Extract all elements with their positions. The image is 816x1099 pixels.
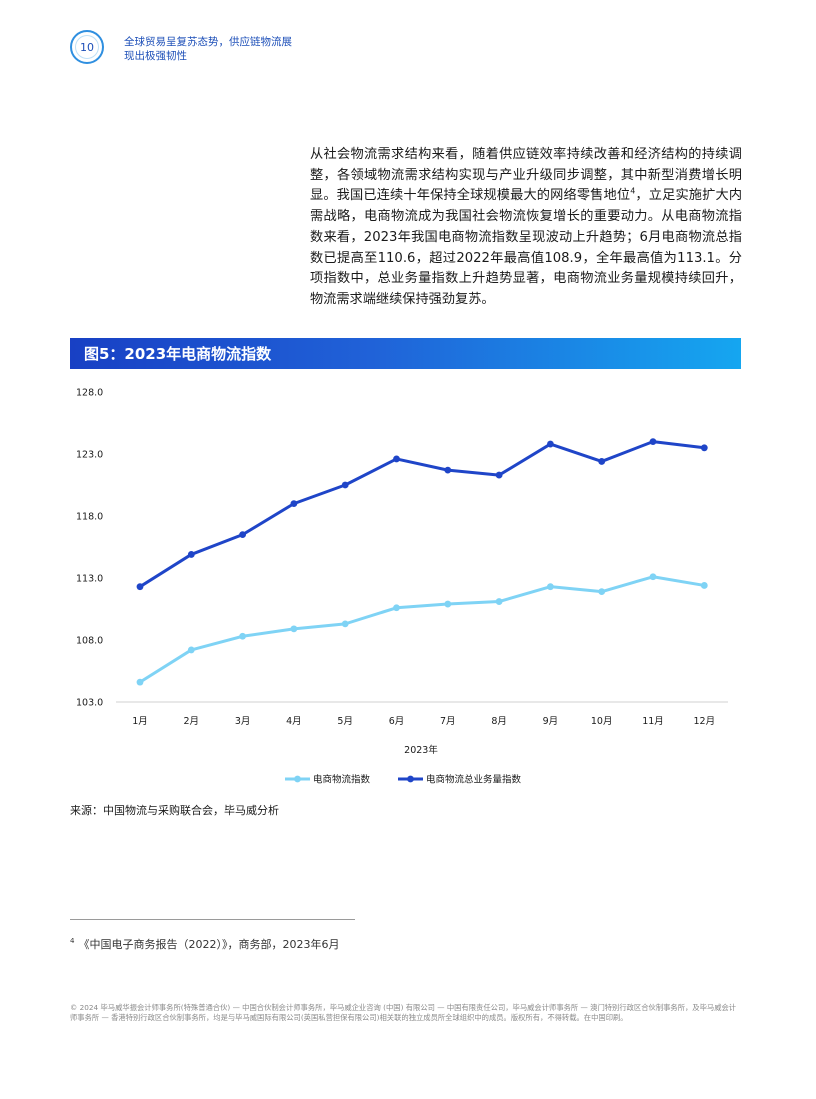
data-point-series-2 [444, 466, 452, 474]
body-paragraph: 从社会物流需求结构来看，随着供应链效率持续改善和经济结构的持续调整，各领域物流需… [310, 145, 742, 311]
data-point-series-2 [700, 444, 708, 452]
data-point-series-1 [547, 583, 554, 591]
y-tick-label: 123.0 [76, 450, 103, 461]
x-tick-label: 5月 [337, 716, 353, 727]
footnote: 4 《中国电子商务报告（2022）》，商务部，2023年6月 [70, 936, 339, 952]
data-point-series-1 [598, 588, 606, 596]
legend-swatch-marker [294, 775, 301, 783]
x-tick-label: 10月 [591, 716, 613, 727]
x-tick-label: 1月 [132, 716, 148, 727]
body-text-part-1: 从社会物流需求结构来看，随着供应链效率持续改善和经济结构的持续调整，各领域物流需… [310, 147, 742, 204]
data-point-series-2 [649, 438, 657, 445]
page-number: 10 [80, 40, 94, 54]
x-tick-label: 7月 [440, 716, 456, 727]
data-point-series-1 [136, 678, 144, 686]
data-point-series-2 [598, 458, 606, 465]
page-number-badge: 10 [70, 30, 104, 64]
data-point-series-1 [290, 625, 298, 633]
figure-title-banner: 图5：2023年电商物流指数 [70, 338, 741, 369]
x-axis-title: 2023年 [404, 744, 438, 756]
footnote-text: 《中国电子商务报告（2022）》，商务部，2023年6月 [78, 938, 340, 951]
source-note: 来源：中国物流与采购联合会，毕马威分析 [70, 804, 279, 817]
data-point-series-1 [187, 646, 195, 654]
series-line-2 [139, 440, 705, 588]
footnote-divider [70, 919, 355, 920]
data-point-series-2 [341, 481, 349, 489]
y-tick-label: 108.0 [76, 636, 103, 647]
section-header-title: 全球贸易呈复苏态势，供应链物流展现出极强韧性 [124, 36, 292, 62]
legend-swatch-marker [407, 775, 414, 783]
footnote-marker: 4 [70, 937, 75, 946]
legend-label: 电商物流总业务量指数 [426, 774, 522, 786]
y-tick-label: 118.0 [76, 512, 103, 523]
y-tick-label: 128.0 [76, 388, 103, 399]
data-point-series-2 [547, 440, 554, 448]
data-point-series-1 [495, 598, 503, 605]
data-point-series-1 [341, 620, 349, 628]
x-tick-label: 11月 [642, 716, 664, 727]
data-point-series-1 [700, 582, 708, 589]
x-tick-label: 2月 [184, 716, 200, 727]
x-tick-label: 6月 [389, 716, 405, 727]
data-point-series-2 [393, 455, 400, 463]
data-point-series-1 [393, 604, 400, 612]
series-line-1 [139, 575, 705, 684]
legal-disclaimer: © 2024 毕马威华振会计师事务所(特殊普通合伙) — 中国合伙制会计师事务所… [70, 1003, 737, 1023]
y-tick-label: 113.0 [76, 574, 103, 585]
x-tick-label: 12月 [694, 716, 716, 727]
data-point-series-2 [187, 551, 195, 558]
data-point-series-1 [239, 632, 247, 640]
data-point-series-2 [239, 531, 247, 538]
body-text-part-2: ，立足实施扩大内需战略，电商物流成为我国社会物流恢复增长的重要动力。从电商物流指… [310, 188, 743, 307]
x-tick-label: 4月 [286, 716, 302, 727]
y-tick-label: 103.0 [76, 698, 103, 709]
data-point-series-2 [290, 500, 298, 507]
x-tick-label: 9月 [543, 716, 559, 727]
footnote-reference[interactable]: 4 [630, 187, 636, 197]
data-point-series-1 [444, 600, 452, 608]
figure-title: 图5：2023年电商物流指数 [84, 345, 272, 363]
data-point-series-1 [649, 573, 657, 581]
x-tick-label: 8月 [491, 716, 507, 727]
x-tick-label: 3月 [235, 716, 251, 727]
data-point-series-2 [136, 583, 144, 591]
legend-label: 电商物流指数 [313, 774, 371, 786]
data-point-series-2 [495, 471, 503, 479]
